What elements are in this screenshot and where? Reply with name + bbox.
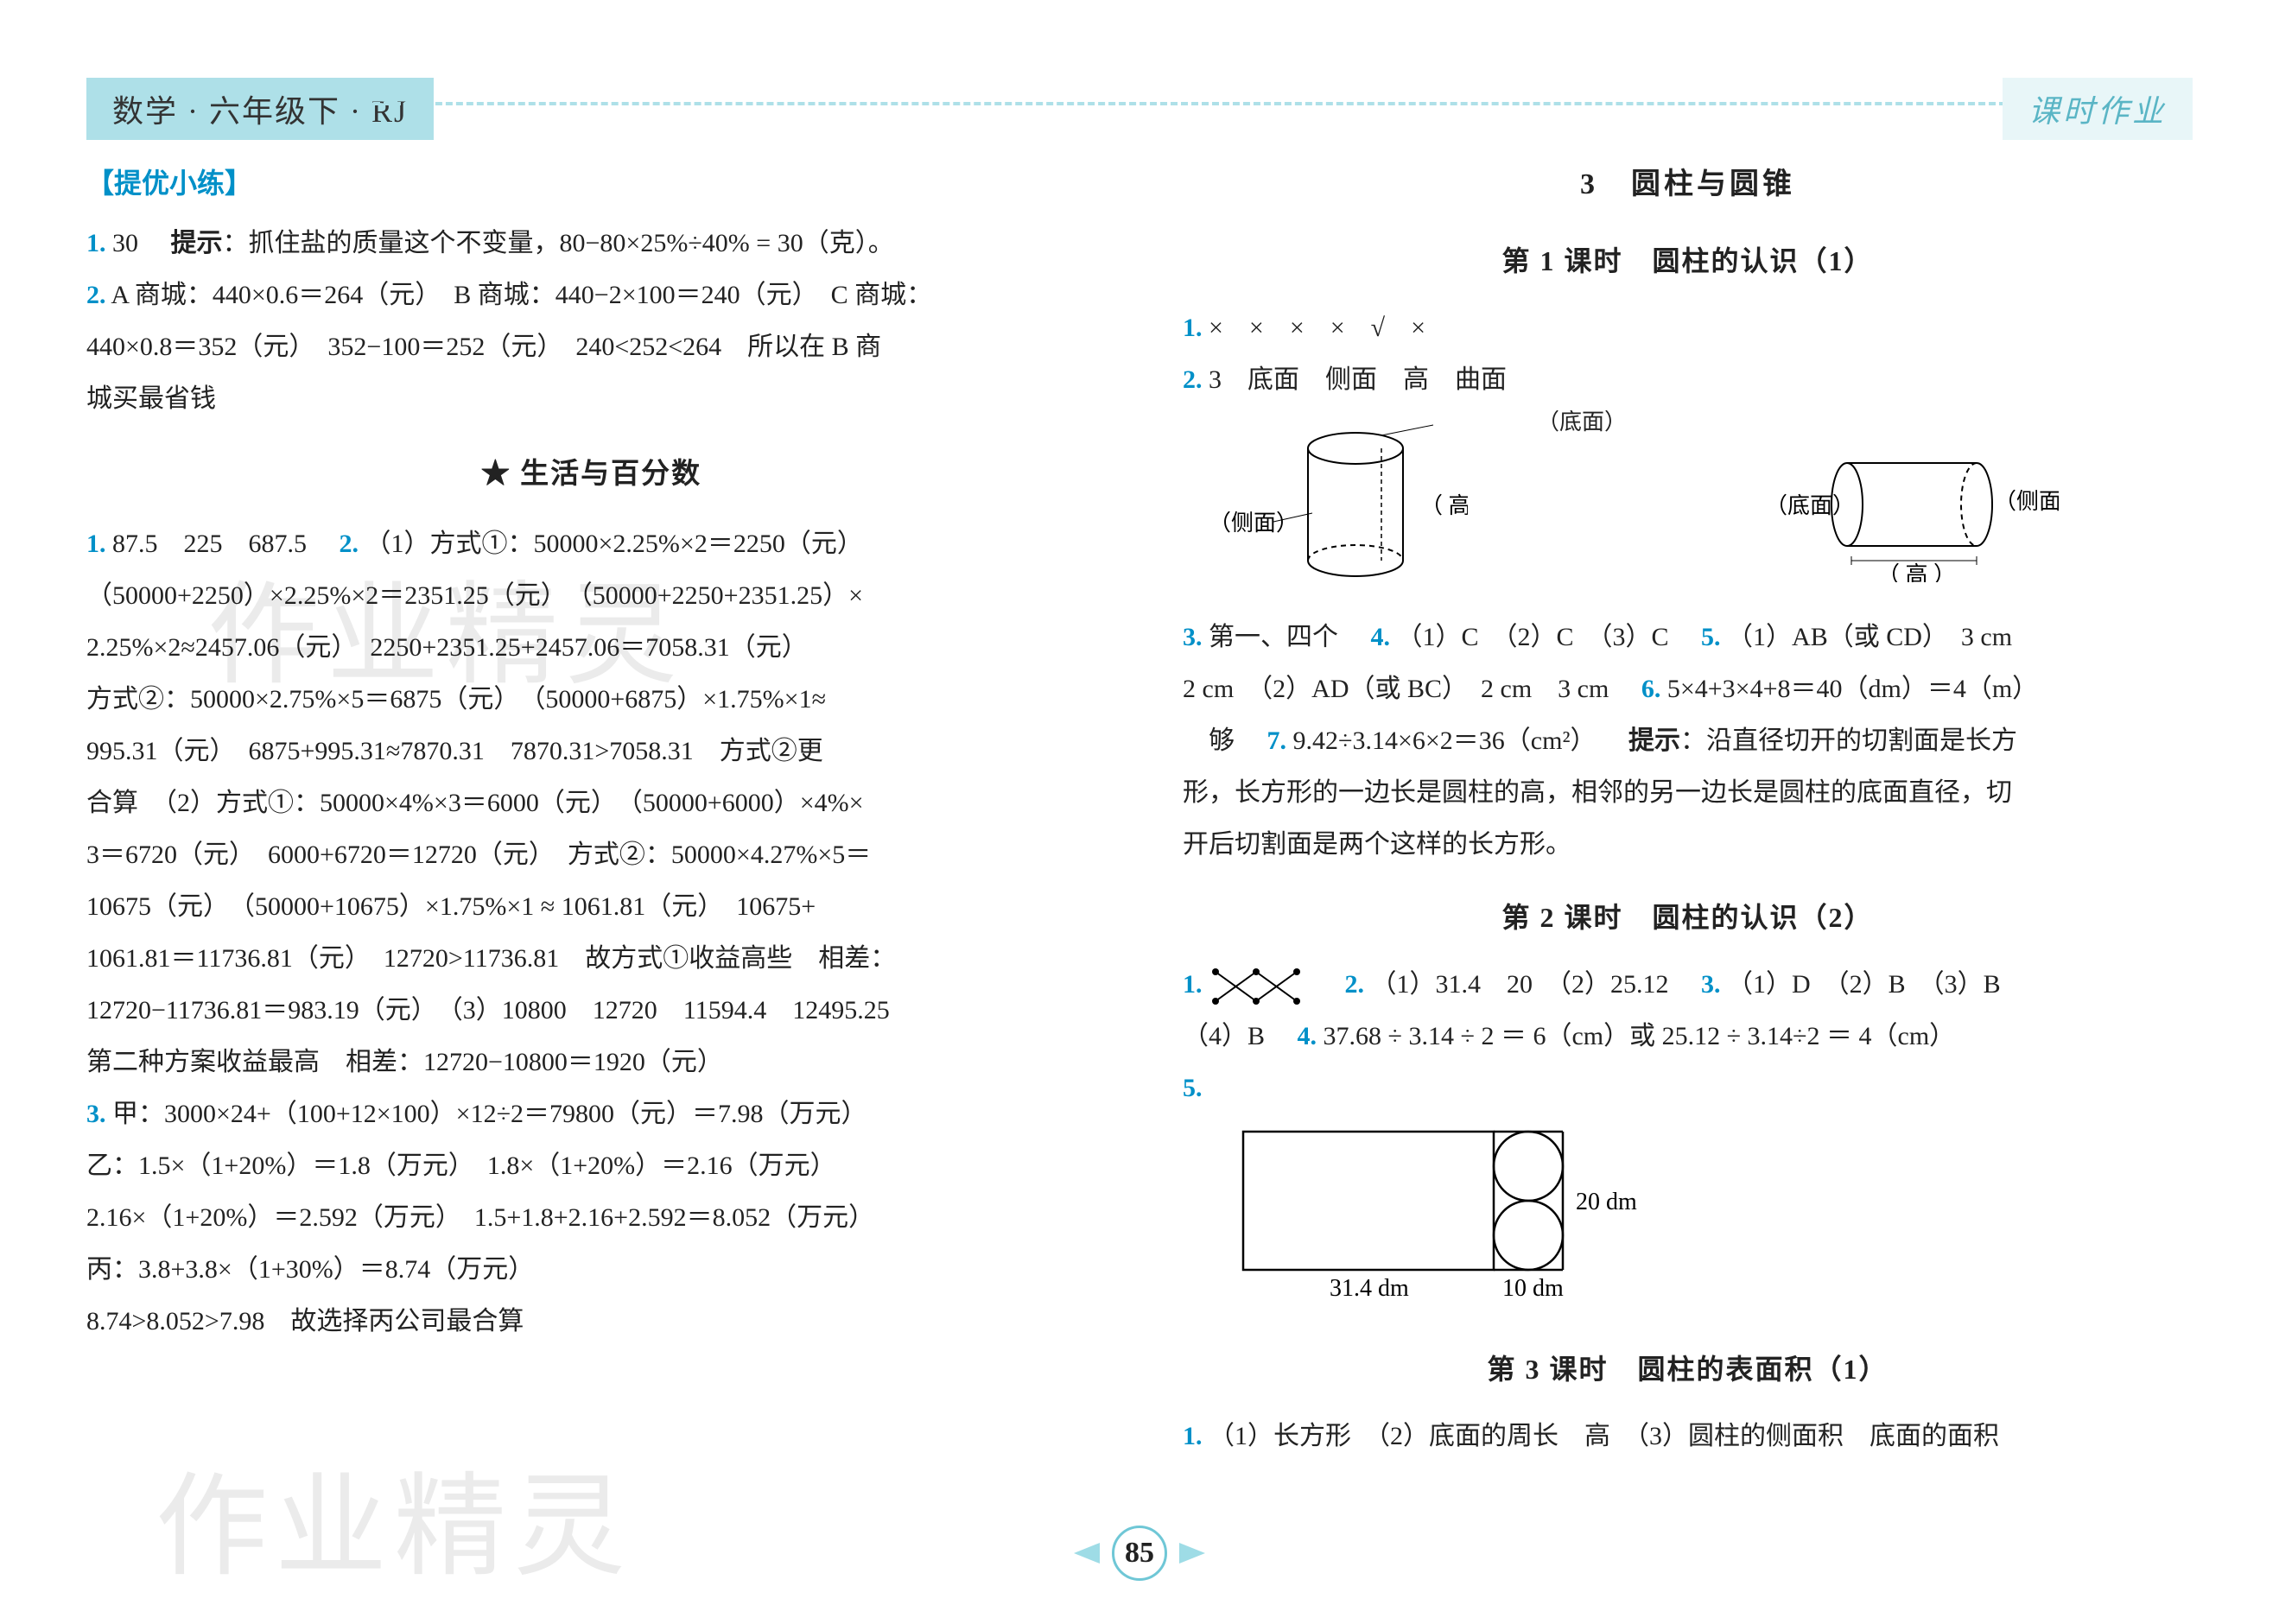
page-number: 85 [1112,1526,1167,1581]
l2-3-num: 3. [1701,970,1721,999]
r6-num: 6. [1641,675,1661,703]
l2-4-num: 4. [1298,1022,1317,1050]
s3-l2: 乙：1.5×（1+20%）＝1.8（万元） 1.8×（1+20%）＝2.16（万… [86,1140,1096,1192]
star-title: ★ 生活与百分数 [86,446,1096,503]
r4-text: （1）C （2）C （3）C [1397,623,1669,651]
s3: 3. 甲：3000×24+（100+12×100）×12÷2＝79800（元）＝… [86,1088,1096,1140]
q1-hint-label: 提示 [171,229,223,257]
s2-l4: 方式②：50000×2.75%×5＝6875（元） （50000+6875）×1… [86,674,1096,726]
r3-num: 3. [1183,623,1203,651]
q1-hint: ：抓住盐的质量这个不变量，80−80×25%÷40% = 30（克）。 [223,229,894,257]
q2: 2. A 商城：440×0.6＝264（元） B 商城：440−2×100＝24… [86,270,1096,321]
s1-num: 1. [86,530,106,558]
r7-text: 9.42÷3.14×6×2＝36（cm²） [1293,726,1597,755]
cylinder-vertical-icon: （ 高 ） （侧面） [1209,418,1468,599]
q2-num: 2. [86,281,106,309]
s2-l11: 第二种方案收益最高 相差：12720−10800＝1920（元） [86,1037,1096,1088]
r1-marks: × × × × √ × [1209,314,1425,342]
r6-r7: 够 7. 9.42÷3.14×6×2＝36（cm²） 提示：沿直径切开的切割面是… [1183,715,2193,767]
s2-l5: 995.31（元） 6875+995.31≈7870.31 7870.31>70… [86,726,1096,777]
cyl-top-label: （底面） [1537,400,1627,445]
rect-w-label: 31.4 dm [1330,1275,1409,1302]
r6-l2: 够 [1183,726,1235,755]
cyl2-base-label: （底面） [1765,493,1855,518]
r7-num: 7. [1267,726,1287,755]
l2-row2: （4）B 4. 37.68 ÷ 3.14 ÷ 2 ＝ 6（cm）或 25.12 … [1183,1011,2193,1063]
s2-l7: 3＝6720（元） 6000+6720＝12720（元） 方式②：50000×4… [86,829,1096,881]
r5-l2: 2 cm （2）AD（或 BC） 2 cm 3 cm [1183,675,1609,703]
r7-l2: 形，长方形的一边长是圆柱的高，相邻的另一边长是圆柱的底面直径，切 [1183,767,2193,819]
rect-circle-diagram: 20 dm 31.4 dm 10 dm [1235,1123,2193,1323]
cyl2-side-label: （侧面） [1994,489,2059,514]
r2-num: 2. [1183,365,1203,394]
cyl-side-label: （侧面） [1209,511,1298,536]
rect-d-label: 10 dm [1502,1275,1564,1302]
q1-num: 1. [86,229,106,257]
l3-1-text: （1）长方形 （2）底面的周长 高 （3）圆柱的侧面积 底面的面积 [1209,1422,1999,1450]
s2-l2: （50000+2250）×2.25%×2＝2351.25（元） （50000+2… [86,570,1096,622]
s3-l5: 8.74>8.052>7.98 故选择丙公司最合算 [86,1296,1096,1348]
chapter-title: 3 圆柱与圆锥 [1183,155,2193,214]
s2-l6: 合算 （2）方式①：50000×4%×3＝6000（元） （50000+6000… [86,777,1096,829]
l2-3-l2: （4）B [1183,1022,1265,1050]
cylinder-diagrams: （ 高 ） （侧面） （底面） （底面） （侧面） （ 高 ） [1209,418,2193,599]
l3-1-num: 1. [1183,1422,1203,1450]
l2-5: 5. [1183,1063,2193,1114]
cylinder-horizontal-icon: （底面） （侧面） （ 高 ） [1765,435,2059,582]
lesson2-title: 第 2 课时 圆柱的认识（2） [1183,890,2193,945]
page-tri-right-icon [1179,1543,1205,1564]
q1-ans: 30 [112,229,138,257]
page-tri-left-icon [1074,1543,1100,1564]
s1-vals: 87.5 225 687.5 [112,530,307,558]
s3-l4: 丙：3.8+3.8×（1+30%）＝8.74（万元） [86,1244,1096,1296]
s1: 1. 87.5 225 687.5 2. （1）方式①：50000×2.25%×… [86,518,1096,570]
r2-vals: 3 底面 侧面 高 曲面 [1209,365,1507,394]
cyl2-height-label: （ 高 ） [1877,562,1956,582]
r5-r6: 2 cm （2）AD（或 BC） 2 cm 3 cm 6. 5×4+3×4+8＝… [1183,663,2193,715]
s3-l1: 甲：3000×24+（100+12×100）×12÷2＝79800（元）＝7.9… [112,1100,867,1128]
r1: 1. × × × × √ × [1183,302,2193,354]
rect-h-label: 20 dm [1576,1189,1637,1215]
r4-num: 4. [1371,623,1391,651]
s2-p1: （1）方式①：50000×2.25%×2＝2250（元） [365,530,863,558]
s2-l8: 10675（元） （50000+10675）×1.75%×1 ≈ 1061.81… [86,881,1096,933]
r2: 2. 3 底面 侧面 高 曲面 [1183,354,2193,406]
l2-1-num: 1. [1183,970,1203,999]
left-column: 【提优小练】 1. 30 提示：抓住盐的质量这个不变量，80−80×25%÷40… [69,78,1114,1462]
r7-hint: ：沿直径切开的切割面是长方 [1680,726,2017,755]
s3-l3: 2.16×（1+20%）＝2.592（万元） 1.5+1.8+2.16+2.59… [86,1192,1096,1244]
r7-hint-label: 提示 [1628,726,1680,755]
q2-l3: 城买最省钱 [86,373,1096,425]
l2-2-num: 2. [1345,970,1365,999]
r3-r5: 3. 第一、四个 4. （1）C （2）C （3）C 5. （1）AB（或 CD… [1183,612,2193,663]
r5-text: （1）AB（或 CD） 3 cm [1727,623,2012,651]
l2-5-num: 5. [1183,1074,1203,1102]
s3-num: 3. [86,1100,106,1128]
r1-num: 1. [1183,314,1203,342]
r5-num: 5. [1701,623,1721,651]
lesson1-title: 第 1 课时 圆柱的认识（1） [1183,233,2193,289]
q1: 1. 30 提示：抓住盐的质量这个不变量，80−80×25%÷40% = 30（… [86,218,1096,270]
r6-text: 5×4+3×4+8＝40（dm）＝4（m） [1667,675,2038,703]
s2-l9: 1061.81＝11736.81（元） 12720>11736.81 故方式①收… [86,933,1096,985]
s2-l10: 12720−11736.81＝983.19（元） （3）10800 12720 … [86,985,1096,1037]
page-number-wrap: 85 [1074,1526,1205,1581]
s2-num: 2. [340,530,359,558]
right-column: 3 圆柱与圆锥 第 1 课时 圆柱的认识（1） 1. × × × × √ × 2… [1165,78,2210,1462]
l2-3-text: （1）D （2）B （3）B [1727,970,2001,999]
l2-4-text: 37.68 ÷ 3.14 ÷ 2 ＝ 6（cm）或 25.12 ÷ 3.14÷2… [1324,1022,1956,1050]
r3-text: 第一、四个 [1209,623,1338,651]
l3-1: 1. （1）长方形 （2）底面的周长 高 （3）圆柱的侧面积 底面的面积 [1183,1411,2193,1462]
cross-match-icon [1209,965,1304,1008]
s2-l3: 2.25%×2≈2457.06（元） 2250+2351.25+2457.06＝… [86,622,1096,674]
r7-l3: 开后切割面是两个这样的长方形。 [1183,819,2193,871]
section-title: 【提优小练】 [86,155,1096,211]
lesson3-title: 第 3 课时 圆柱的表面积（1） [1183,1342,2193,1397]
q2-l2: 440×0.8＝352（元） 352−100＝252（元） 240<252<26… [86,321,1096,373]
l2-row1: 1. 2. （1）31.4 20 （2）25.12 3. （1）D （2）B （… [1183,959,2193,1011]
cyl-height-label: （ 高 ） [1420,493,1468,518]
page-content: 【提优小练】 1. 30 提示：抓住盐的质量这个不变量，80−80×25%÷40… [0,0,2279,1497]
l2-2-text: （1）31.4 20 （2）25.12 [1371,970,1669,999]
q2-l1: A 商城：440×0.6＝264（元） B 商城：440−2×100＝240（元… [111,281,932,309]
